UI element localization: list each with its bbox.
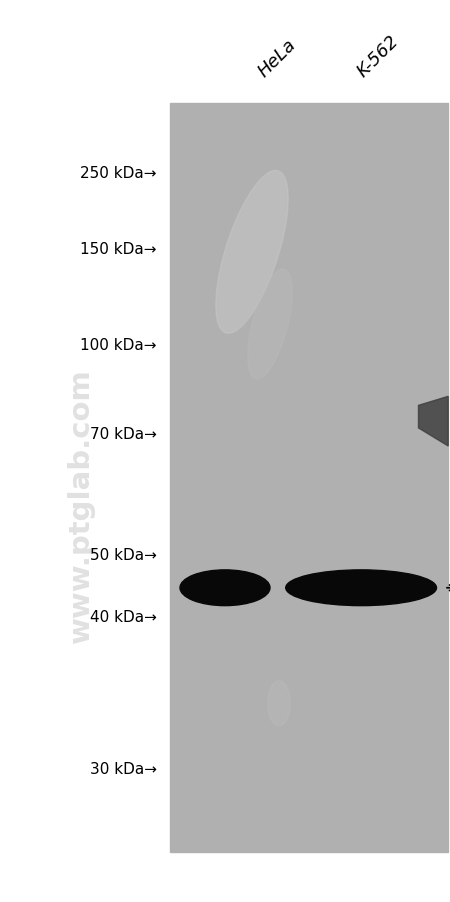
Ellipse shape <box>268 681 290 726</box>
Polygon shape <box>418 397 448 446</box>
Text: 100 kDa→: 100 kDa→ <box>80 338 157 353</box>
Text: 30 kDa→: 30 kDa→ <box>90 761 157 776</box>
Ellipse shape <box>180 570 270 606</box>
Text: 150 kDa→: 150 kDa→ <box>80 242 157 256</box>
Ellipse shape <box>216 171 288 334</box>
Ellipse shape <box>286 570 436 606</box>
Text: K-562: K-562 <box>353 32 402 81</box>
Text: 50 kDa→: 50 kDa→ <box>90 548 157 562</box>
Text: 40 kDa→: 40 kDa→ <box>90 610 157 624</box>
Ellipse shape <box>248 270 292 380</box>
Text: 70 kDa→: 70 kDa→ <box>90 427 157 441</box>
Text: www.ptglab.com: www.ptglab.com <box>67 368 95 642</box>
Text: 250 kDa→: 250 kDa→ <box>80 166 157 180</box>
Text: HeLa: HeLa <box>254 36 299 81</box>
Bar <box>170 104 448 852</box>
